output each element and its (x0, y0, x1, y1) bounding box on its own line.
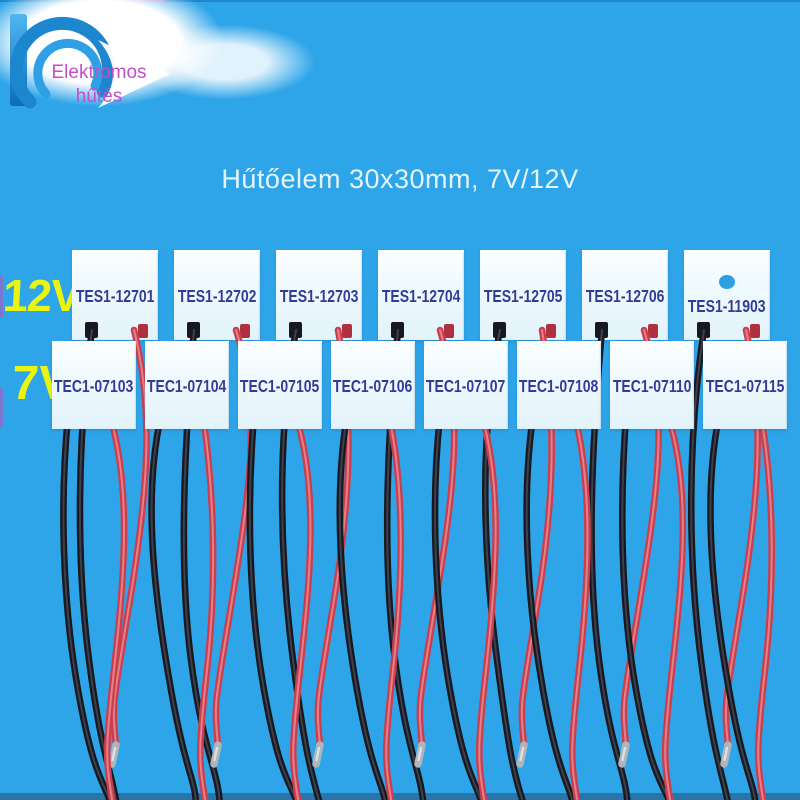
left-edge-artifact (0, 388, 3, 428)
module-code: TES1-11903 (688, 296, 766, 316)
logo-swoosh-icon (9, 14, 170, 109)
module-code: TEC1-07110 (612, 375, 692, 396)
module-code: TES1-12701 (75, 285, 155, 306)
brand-logo: Elektromos hűtés (0, 0, 320, 135)
peltier-module-12v: TES1-12706 (582, 250, 668, 340)
peltier-module-7v: TEC1-07108 (517, 341, 601, 429)
peltier-module-7v: TEC1-07110 (610, 341, 694, 429)
peltier-module-12v: TES1-12705 (480, 250, 566, 340)
page-title: Hűtőelem 30x30mm, 7V/12V (221, 164, 579, 194)
peltier-module-12v: TES1-12702 (174, 250, 260, 340)
peltier-module-7v: TEC1-07106 (331, 341, 415, 429)
peltier-module-12v: TES1-12703 (276, 250, 362, 340)
voltage-label-12v: 12V (1, 270, 82, 321)
module-code: TEC1-07105 (240, 375, 320, 396)
peltier-module-7v: TEC1-07105 (238, 341, 322, 429)
peltier-module-7v: TEC1-07104 (145, 341, 229, 429)
logo-text-line2: hűtés (75, 86, 123, 107)
module-code: TES1-12706 (585, 285, 665, 306)
module-code: TEC1-07103 (54, 375, 134, 396)
module-code: TEC1-07106 (333, 375, 413, 396)
mounting-hole-dot (719, 275, 735, 289)
module-code: TEC1-07104 (147, 375, 227, 396)
peltier-module-7v: TEC1-07115 (703, 341, 787, 429)
peltier-module-7v: TEC1-07103 (52, 341, 136, 429)
module-code: TES1-12705 (483, 285, 563, 306)
module-code: TEC1-07108 (519, 375, 599, 396)
left-edge-artifact (0, 276, 3, 318)
module-code: TEC1-07115 (705, 375, 785, 396)
logo-text-line1: Elektromos (51, 62, 147, 83)
peltier-module-12v: TES1-12704 (378, 250, 464, 340)
module-code: TES1-12703 (279, 285, 359, 306)
module-code: TEC1-07107 (426, 375, 506, 396)
peltier-module-12v: TES1-11903 (684, 250, 770, 340)
bottom-bar (0, 793, 800, 800)
peltier-module-12v: TES1-12701 (72, 250, 158, 340)
top-edge-line (0, 0, 800, 2)
peltier-module-7v: TEC1-07107 (424, 341, 508, 429)
module-code: TES1-12704 (381, 285, 461, 306)
module-code: TES1-12702 (177, 285, 257, 306)
